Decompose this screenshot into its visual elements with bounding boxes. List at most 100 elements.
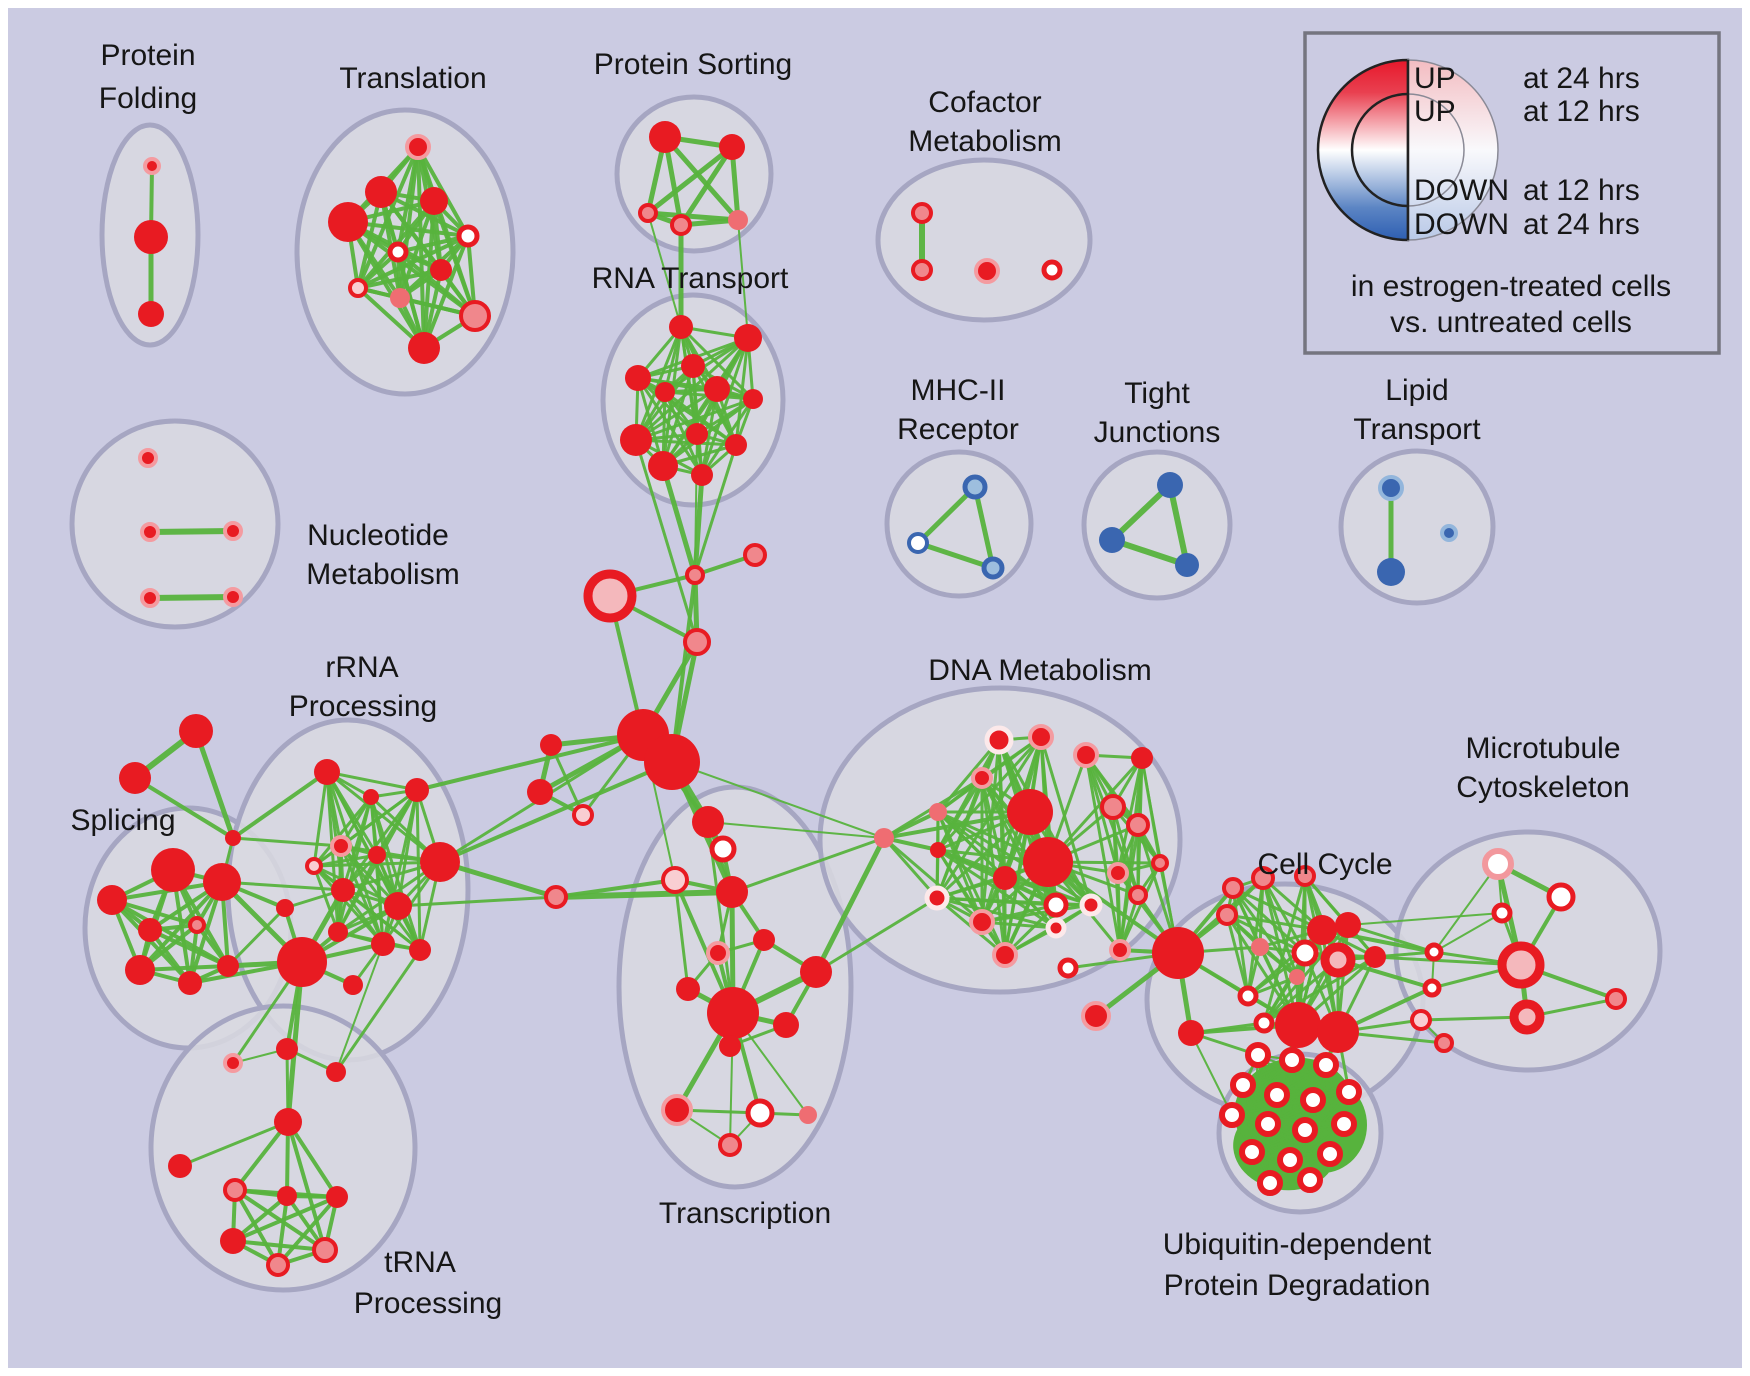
network-node-tj1[interactable] <box>1157 472 1183 498</box>
network-node-rt1[interactable] <box>669 315 693 339</box>
network-node-ub1[interactable] <box>1245 1042 1271 1068</box>
network-node-tr4[interactable] <box>328 202 368 242</box>
network-node-rr8[interactable] <box>331 878 355 902</box>
network-node-rr5[interactable] <box>305 857 323 875</box>
network-node-ps3[interactable] <box>638 203 658 223</box>
network-node-mt10[interactable] <box>1434 1033 1454 1053</box>
network-node-ub16[interactable] <box>1297 1167 1323 1193</box>
network-node-ub6[interactable] <box>1300 1087 1326 1113</box>
network-node-cc12[interactable] <box>1253 1012 1275 1034</box>
network-node-rr14[interactable] <box>343 975 363 995</box>
network-node-rt3[interactable] <box>681 354 705 378</box>
network-node-cc13[interactable] <box>1364 946 1386 968</box>
network-node-sp1[interactable] <box>151 848 195 892</box>
network-node-mid0[interactable] <box>685 565 705 585</box>
network-node-rr9[interactable] <box>384 892 412 920</box>
network-node-tc7[interactable] <box>706 941 730 965</box>
network-node-dn15[interactable] <box>1151 854 1169 872</box>
network-node-sp5[interactable] <box>188 916 206 934</box>
network-node-dn9[interactable] <box>969 909 995 935</box>
network-node-st1[interactable] <box>179 714 213 748</box>
network-node-tc1[interactable] <box>692 806 724 838</box>
network-node-ub12[interactable] <box>1239 1139 1265 1165</box>
network-node-rt6[interactable] <box>655 382 675 402</box>
network-node-tn5[interactable] <box>312 1237 338 1263</box>
network-node-ub9[interactable] <box>1255 1111 1281 1137</box>
network-node-dn7[interactable] <box>993 866 1017 890</box>
network-node-tc15[interactable] <box>718 1133 742 1157</box>
network-node-rt5[interactable] <box>704 376 730 402</box>
network-node-dn3[interactable] <box>1073 742 1099 768</box>
network-node-rr6[interactable] <box>368 846 386 864</box>
network-node-rr2[interactable] <box>363 789 379 805</box>
network-node-hub2[interactable] <box>644 734 700 790</box>
network-node-rr12[interactable] <box>371 932 395 956</box>
network-node-tr5[interactable] <box>456 224 480 248</box>
network-node-ccB2[interactable] <box>1317 1011 1359 1053</box>
network-node-nm3[interactable] <box>223 521 243 541</box>
network-node-pf1[interactable] <box>143 157 161 175</box>
network-node-dn20[interactable] <box>1057 957 1079 979</box>
network-node-rr10[interactable] <box>276 899 294 917</box>
network-node-mt5[interactable] <box>1422 978 1442 998</box>
network-node-ub2[interactable] <box>1279 1047 1305 1073</box>
network-node-mt9[interactable] <box>1410 1009 1432 1031</box>
network-node-dn2[interactable] <box>1028 724 1054 750</box>
network-node-rr1[interactable] <box>314 759 340 785</box>
network-node-tnHub[interactable] <box>274 1108 302 1136</box>
network-node-rt9[interactable] <box>686 423 708 445</box>
network-node-rrHub[interactable] <box>277 937 327 987</box>
network-node-sp6[interactable] <box>125 955 155 985</box>
network-node-mh2[interactable] <box>907 532 929 554</box>
network-node-tnb[interactable] <box>276 1038 298 1060</box>
network-node-dn13[interactable] <box>1126 813 1150 837</box>
network-node-dn5[interactable] <box>929 803 947 821</box>
network-node-sp2[interactable] <box>203 863 241 901</box>
network-node-tc9[interactable] <box>800 956 832 988</box>
network-node-st2[interactable] <box>119 762 151 794</box>
network-node-cc4[interactable] <box>1216 904 1238 926</box>
network-node-tr9[interactable] <box>390 288 410 308</box>
network-node-nm4[interactable] <box>140 588 160 608</box>
network-node-cc2[interactable] <box>1222 877 1244 899</box>
network-node-lp3[interactable] <box>1440 524 1458 542</box>
network-node-mh1[interactable] <box>962 474 988 500</box>
network-node-rt7[interactable] <box>743 389 763 409</box>
network-node-tn1[interactable] <box>223 1178 247 1202</box>
network-node-tcL[interactable] <box>544 885 568 909</box>
network-node-mt4[interactable] <box>1424 942 1444 962</box>
network-node-rr7[interactable] <box>420 842 460 882</box>
network-node-mh3[interactable] <box>981 556 1005 580</box>
network-node-brg2[interactable] <box>1178 1020 1204 1046</box>
network-node-cc10[interactable] <box>1289 969 1305 985</box>
network-node-dn8[interactable] <box>924 885 950 911</box>
network-node-ln3[interactable] <box>572 804 594 826</box>
network-node-lp1[interactable] <box>1378 475 1404 501</box>
network-node-tr2[interactable] <box>365 176 397 208</box>
network-node-ln2[interactable] <box>527 779 553 805</box>
network-node-tr7[interactable] <box>430 259 452 281</box>
network-node-mt6[interactable] <box>1497 941 1545 989</box>
network-node-tc5[interactable] <box>716 876 748 908</box>
network-node-rt4[interactable] <box>625 365 651 391</box>
network-node-ps5[interactable] <box>728 210 748 230</box>
network-node-cc7[interactable] <box>1251 938 1269 956</box>
network-node-tna[interactable] <box>223 1053 243 1073</box>
network-node-sp8[interactable] <box>217 955 239 977</box>
network-node-rr4[interactable] <box>330 835 352 857</box>
network-node-dn1[interactable] <box>984 725 1014 755</box>
network-node-cc3[interactable] <box>1294 865 1316 887</box>
network-node-tr11[interactable] <box>408 332 440 364</box>
network-node-lp2[interactable] <box>1377 558 1405 586</box>
network-node-dn22[interactable] <box>992 942 1018 968</box>
network-node-brg[interactable] <box>1152 927 1204 979</box>
network-node-dnB2[interactable] <box>1023 837 1073 887</box>
network-node-st3[interactable] <box>225 830 241 846</box>
network-node-tj3[interactable] <box>1175 553 1199 577</box>
network-node-dn21[interactable] <box>1081 1001 1111 1031</box>
network-node-ln1[interactable] <box>540 734 562 756</box>
network-node-tn2[interactable] <box>277 1186 297 1206</box>
network-node-cc6[interactable] <box>1335 912 1361 938</box>
network-node-nm2[interactable] <box>140 522 160 542</box>
network-node-nm1[interactable] <box>138 448 158 468</box>
